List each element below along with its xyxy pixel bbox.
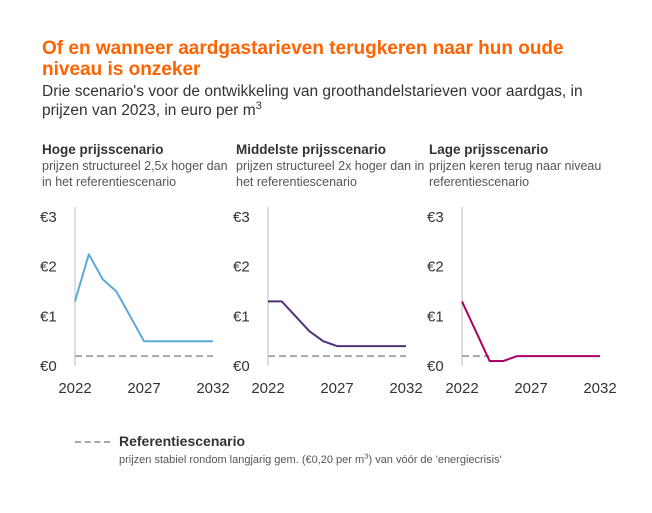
y-tick-label-middle: €2 bbox=[233, 259, 250, 276]
x-tick-label-high: 2032 bbox=[196, 380, 229, 397]
series-line-low bbox=[461, 300, 600, 362]
panel-header-middle: Middelste prijsscenario prijzen structur… bbox=[236, 141, 426, 190]
x-tick-label-middle: 2032 bbox=[389, 380, 422, 397]
reference-dash-swatch bbox=[75, 441, 110, 443]
legend-title: Referentiescenario bbox=[119, 433, 246, 449]
x-tick-label-middle: 2022 bbox=[251, 380, 284, 397]
x-tick-label-low: 2032 bbox=[583, 380, 616, 397]
panel-header-low: Lage prijsscenario prijzen keren terug n… bbox=[429, 141, 619, 190]
legend-desc-sup: 3 bbox=[364, 451, 369, 461]
y-tick-label-low: €3 bbox=[427, 209, 444, 226]
panel-desc-high: prijzen structureel 2,5x hoger dan in he… bbox=[42, 159, 228, 189]
x-tick-label-low: 2022 bbox=[445, 380, 478, 397]
chart-subtitle-sup: 3 bbox=[255, 99, 262, 112]
y-tick-label-low: €1 bbox=[427, 308, 444, 325]
panel-header-high: Hoge prijsscenario prijzen structureel 2… bbox=[42, 141, 232, 190]
series-line-middle bbox=[268, 300, 406, 348]
panel-desc-low: prijzen keren terug naar niveau referent… bbox=[429, 159, 602, 189]
series-line-high bbox=[74, 253, 213, 343]
panel-title-high: Hoge prijsscenario bbox=[42, 142, 164, 157]
x-tick-label-high: 2027 bbox=[127, 380, 160, 397]
legend-desc-text-end: ) van vóór de 'energiecrisis' bbox=[368, 454, 502, 466]
y-tick-label-high: €0 bbox=[40, 358, 57, 375]
y-tick-label-low: €2 bbox=[427, 259, 444, 276]
chart-subtitle: Drie scenario's voor de ontwikkeling van… bbox=[42, 82, 632, 120]
y-tick-label-middle: €3 bbox=[233, 209, 250, 226]
chart-title: Of en wanneer aardgastarieven terugkeren… bbox=[42, 38, 564, 80]
y-tick-label-middle: €0 bbox=[233, 358, 250, 375]
x-tick-label-low: 2027 bbox=[514, 380, 547, 397]
y-tick-label-high: €1 bbox=[40, 308, 57, 325]
legend-desc-text: prijzen stabiel rondom langjarig gem. (€… bbox=[119, 454, 365, 466]
legend-description: prijzen stabiel rondom langjarig gem. (€… bbox=[119, 451, 502, 466]
chart-subtitle-text: Drie scenario's voor de ontwikkeling van… bbox=[42, 83, 583, 119]
panel-desc-middle: prijzen structureel 2x hoger dan in het … bbox=[236, 159, 425, 189]
x-tick-label-middle: 2027 bbox=[320, 380, 353, 397]
y-tick-label-middle: €1 bbox=[233, 308, 250, 325]
panel-title-middle: Middelste prijsscenario bbox=[236, 142, 387, 157]
y-tick-label-high: €2 bbox=[40, 259, 57, 276]
y-tick-label-high: €3 bbox=[40, 209, 57, 226]
y-tick-label-low: €0 bbox=[427, 358, 444, 375]
x-tick-label-high: 2022 bbox=[58, 380, 91, 397]
panel-title-low: Lage prijsscenario bbox=[429, 142, 549, 157]
